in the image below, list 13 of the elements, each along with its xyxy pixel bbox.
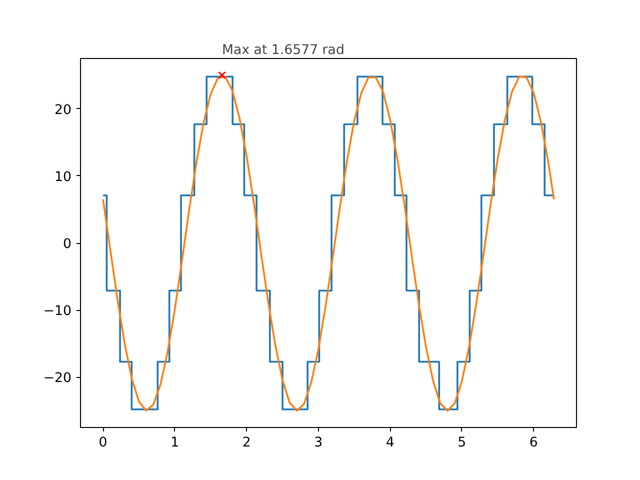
y-tick-label: 10: [54, 170, 72, 185]
x-tick-label: 5: [458, 436, 466, 450]
y-tick-label: −20: [43, 371, 72, 386]
y-tick-label: −10: [43, 304, 72, 320]
x-tick-label: 0: [98, 436, 108, 450]
x-tick-label: 4: [386, 436, 394, 450]
x-tick-label: 3: [314, 436, 323, 450]
annotation: Max at 1.6577 rad: [222, 42, 344, 58]
x-tick-label: 2: [242, 436, 251, 450]
x-tick-label: 1: [170, 436, 180, 450]
x-tick-label: 6: [529, 436, 538, 450]
y-tick-label: 0: [63, 237, 72, 252]
y-tick-label: 20: [54, 102, 72, 118]
